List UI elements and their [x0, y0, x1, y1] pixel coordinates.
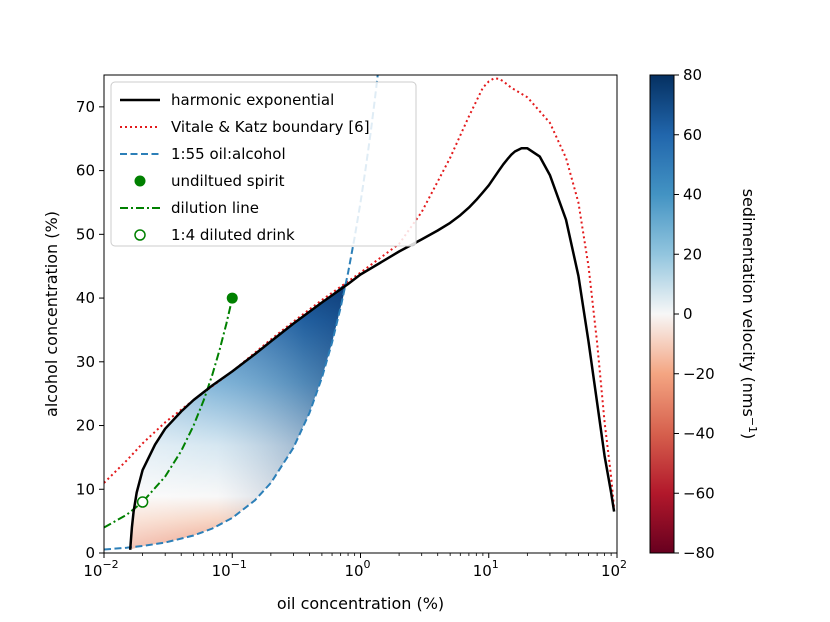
x-tick-label: 101 [473, 558, 499, 580]
y-tick-label: 0 [85, 544, 95, 562]
colorbar-tick-label: 60 [683, 126, 702, 144]
y-tick-label: 30 [76, 353, 95, 371]
colorbar-tick-label: 40 [683, 186, 702, 204]
legend-label-undiltued-spirit: undiltued spirit [171, 172, 285, 190]
y-tick-label: 60 [76, 162, 95, 180]
y-tick-label: 10 [76, 480, 95, 498]
y-tick-label: 40 [76, 289, 95, 307]
colorbar-tick-label: −80 [683, 544, 715, 562]
legend-label-harmonic-exponential: harmonic exponential [171, 91, 334, 109]
series-dilution-line [104, 297, 234, 529]
colorbar-gradient [649, 74, 675, 554]
colorbar-tick-label: −40 [683, 425, 715, 443]
legend-label-vitale-katz-boundary-6: Vitale & Katz boundary [6] [171, 118, 370, 136]
legend-label-1-55-oil-alcohol: 1:55 oil:alcohol [171, 145, 286, 163]
x-tick-label: 10−1 [212, 558, 247, 580]
colorbar: 80 60 40 20 0 −20 −40 −60 −80 sedimentation velo… [649, 66, 759, 562]
x-axis-label: oil concentration (%) [277, 594, 444, 613]
colorbar-tick-label: 80 [683, 66, 702, 84]
colorbar-tick-label: 0 [683, 305, 693, 323]
x-tick-label: 10−2 [83, 558, 118, 580]
legend-swatch-1-4-diluted-drink [134, 229, 146, 241]
legend-box [110, 81, 417, 247]
y-tick-label: 20 [76, 417, 95, 435]
series-harmonic-exponential [128, 147, 616, 550]
colorbar-tick-label: −20 [683, 365, 715, 383]
colorbar-label: sedimentation velocity (nms−1) [739, 189, 759, 440]
legend: harmonic exponential Vitale & Katz bounda… [110, 81, 417, 247]
y-tick-label: 50 [76, 225, 95, 243]
y-axis-label: alcohol concentration (%) [42, 211, 61, 417]
colorbar-tick-label: −60 [683, 484, 715, 502]
colorbar-tick-label: 20 [683, 245, 702, 263]
x-tick-label: 102 [601, 558, 627, 580]
y-tick-label: 70 [76, 98, 95, 116]
legend-label-dilution-line: dilution line [171, 199, 259, 217]
marker-undiltued-spirit [226, 292, 238, 304]
x-tick-label: 100 [344, 558, 370, 580]
marker-1-4-diluted-drink [136, 496, 149, 508]
legend-label-1-4-diluted-drink: 1:4 diluted drink [171, 226, 295, 244]
legend-swatch-undiltued-spirit [134, 175, 146, 187]
